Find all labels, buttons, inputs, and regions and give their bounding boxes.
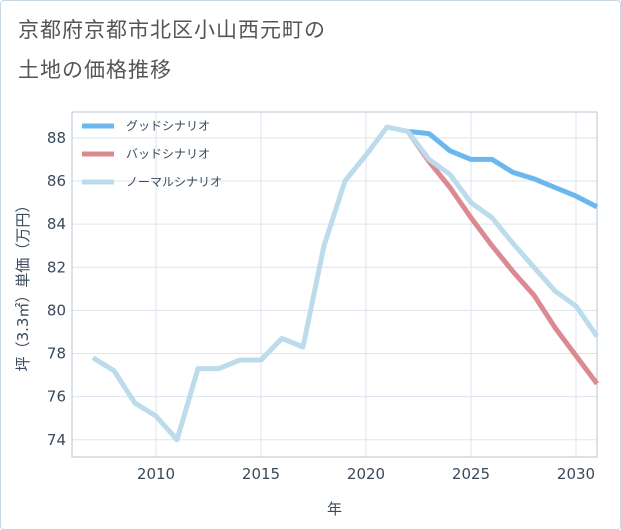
series-line-0: [407, 128, 599, 210]
x-tick-label: 2030: [557, 465, 595, 483]
y-tick-label: 74: [47, 431, 66, 449]
legend-label: ノーマルシナリオ: [126, 175, 222, 189]
x-tick-label: 2015: [242, 465, 280, 483]
y-tick-label: 84: [47, 215, 66, 233]
x-axis-title: 年: [327, 500, 342, 518]
x-tick-label: 2025: [452, 465, 490, 483]
x-tick-label: 2020: [347, 465, 385, 483]
series-lines: [91, 124, 600, 443]
y-tick-label: 86: [47, 172, 66, 190]
chart-title-line-1: 京都府京都市北区小山西元町の: [18, 18, 326, 42]
y-tick-label: 82: [47, 258, 66, 276]
legend-label: バッドシナリオ: [126, 147, 210, 161]
x-tick-label: 2010: [137, 465, 175, 483]
legend-label: グッドシナリオ: [126, 119, 210, 133]
y-tick-label: 88: [47, 129, 66, 147]
series-line-2: [91, 124, 600, 443]
series-line-1: [405, 129, 599, 386]
grid: [72, 112, 597, 457]
y-tick-label: 78: [47, 345, 66, 363]
plot-area-frame: [71, 111, 598, 458]
y-tick-label: 76: [47, 388, 66, 406]
chart-title-line-2: 土地の価格推移: [18, 58, 172, 82]
axis-ticks: 2010 2015 2020 2025 2030 74 76 78 80 82 84 86 88: [47, 129, 595, 483]
y-axis-title: 坪（3.3㎡）単価（万円）: [14, 198, 32, 372]
y-tick-label: 80: [47, 301, 66, 319]
